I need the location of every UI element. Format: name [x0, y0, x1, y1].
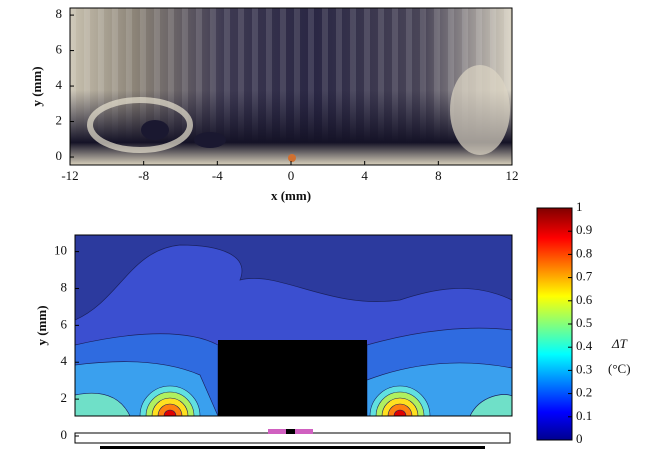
colorbar: [536, 207, 573, 441]
colorbar-tick-label: 0.3: [576, 361, 592, 376]
colorbar-tick-label: 0.9: [576, 222, 592, 237]
y-tick-label: 2: [56, 113, 63, 128]
y-tick-label: 8: [61, 279, 68, 294]
colorbar-label: ΔT: [611, 336, 628, 351]
hot-spot: [139, 385, 431, 416]
y-tick-label: 10: [54, 243, 67, 258]
y-tick-label: 2: [61, 390, 68, 405]
y-axis-label: y (mm): [34, 305, 49, 345]
x-tick-label: 8: [435, 168, 442, 183]
colorbar-tick-label: 0.2: [576, 385, 592, 400]
colorbar-unit: (°C): [608, 361, 631, 376]
flow-image: [70, 8, 512, 165]
contour-field: [75, 235, 512, 416]
y-tick-label: 8: [56, 6, 63, 21]
x-tick-label: 0: [288, 168, 295, 183]
y-tick-label: 4: [61, 353, 68, 368]
heater-center: [286, 429, 295, 434]
colorbar-tick-label: 1: [576, 199, 583, 214]
colorbar-tick-label: 0: [576, 431, 583, 446]
x-tick-label: -4: [212, 168, 223, 183]
y-tick-label: 6: [56, 42, 63, 57]
colorbar-tick-label: 0.7: [576, 269, 593, 284]
y-tick-label: 0: [56, 148, 63, 163]
x-axis-label: x (mm): [271, 188, 311, 203]
x-tick-label: 12: [506, 168, 519, 183]
frame: [69, 7, 513, 166]
y-tick-label: 4: [56, 77, 63, 92]
y-tick-label: 0: [61, 427, 68, 442]
colorbar-tick-label: 0.8: [576, 245, 592, 260]
y-axis-label: y (mm): [29, 66, 44, 106]
colorbar-tick-label: 0.5: [576, 315, 592, 330]
block: [218, 340, 367, 416]
colorbar-tick-label: 0.4: [576, 338, 593, 353]
x-tick-label: -8: [138, 168, 149, 183]
substrate: [74, 432, 511, 444]
x-tick-label: 4: [361, 168, 368, 183]
y-tick-label: 6: [61, 316, 68, 331]
colorbar-tick-label: 0.1: [576, 408, 592, 423]
colorbar-tick-label: 0.6: [576, 292, 593, 307]
x-tick-label: -12: [61, 168, 78, 183]
base: [100, 446, 485, 449]
